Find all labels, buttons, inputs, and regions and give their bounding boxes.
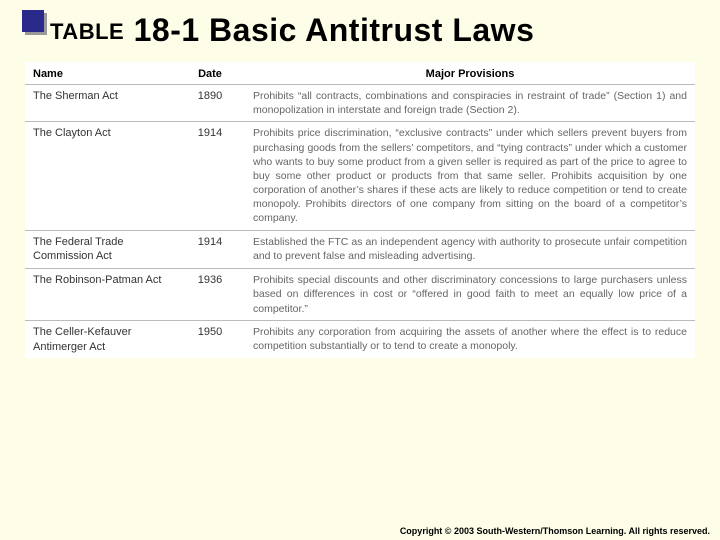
copyright-footer: Copyright © 2003 South-Western/Thomson L… xyxy=(400,526,710,536)
cell-name: The Robinson-Patman Act xyxy=(25,269,175,321)
table-row: The Sherman Act 1890 Prohibits “all cont… xyxy=(25,85,695,122)
cell-prov: Established the FTC as an independent ag… xyxy=(245,230,695,269)
cell-date: 1936 xyxy=(175,269,245,321)
cell-prov: Prohibits special discounts and other di… xyxy=(245,269,695,321)
table-container: Name Date Major Provisions The Sherman A… xyxy=(25,62,695,358)
cell-date: 1914 xyxy=(175,122,245,230)
cell-date: 1914 xyxy=(175,230,245,269)
cell-prov: Prohibits “all contracts, combinations a… xyxy=(245,85,695,122)
title-label: TABLE xyxy=(50,19,124,44)
col-date: Date xyxy=(175,62,245,85)
table-row: The Celler-Kefauver Antimerger Act 1950 … xyxy=(25,320,695,358)
laws-table: Name Date Major Provisions The Sherman A… xyxy=(25,62,695,358)
cell-name: The Celler-Kefauver Antimerger Act xyxy=(25,320,175,358)
col-name: Name xyxy=(25,62,175,85)
header-row: Name Date Major Provisions xyxy=(25,62,695,85)
cell-name: The Clayton Act xyxy=(25,122,175,230)
cell-date: 1950 xyxy=(175,320,245,358)
cell-date: 1890 xyxy=(175,85,245,122)
table-row: The Clayton Act 1914 Prohibits price dis… xyxy=(25,122,695,230)
cell-prov: Prohibits price discrimination, “exclusi… xyxy=(245,122,695,230)
cell-name: The Sherman Act xyxy=(25,85,175,122)
title-number: 18-1 xyxy=(134,12,200,48)
table-row: The Federal Trade Commission Act 1914 Es… xyxy=(25,230,695,269)
cell-prov: Prohibits any corporation from acquiring… xyxy=(245,320,695,358)
page-title: TABLE 18-1 Basic Antitrust Laws xyxy=(20,12,700,49)
cell-name: The Federal Trade Commission Act xyxy=(25,230,175,269)
title-text: Basic Antitrust Laws xyxy=(209,12,534,48)
title-area: TABLE 18-1 Basic Antitrust Laws xyxy=(0,0,720,57)
col-provisions: Major Provisions xyxy=(245,62,695,85)
table-row: The Robinson-Patman Act 1936 Prohibits s… xyxy=(25,269,695,321)
